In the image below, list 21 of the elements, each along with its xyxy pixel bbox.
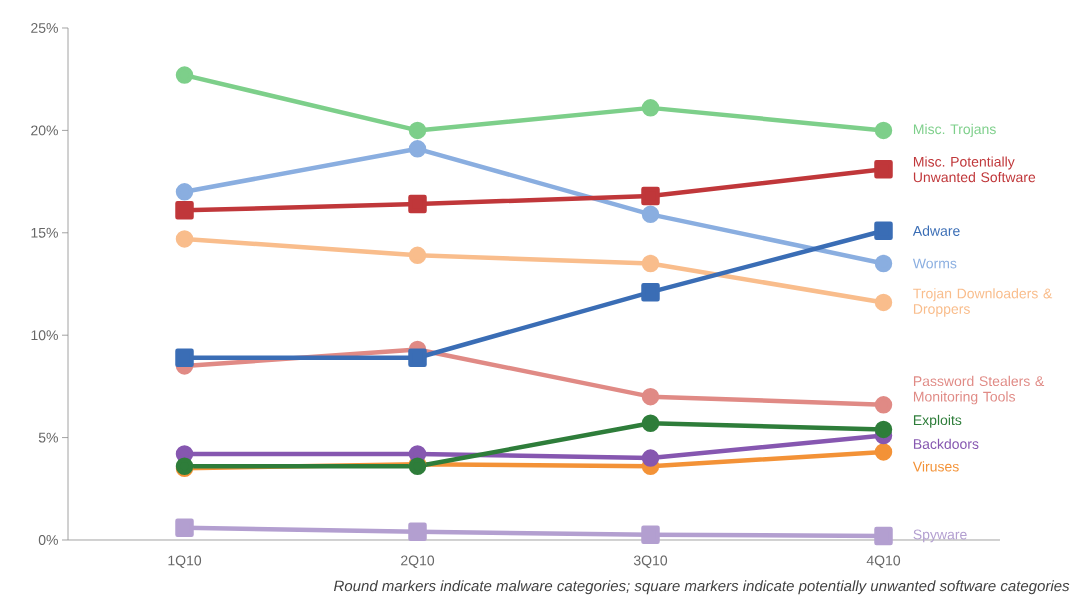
series-label: Misc. Potentially Unwanted Software [913, 156, 1036, 183]
series-label: Viruses [912, 461, 959, 472]
y-tick-label: 0% [38, 535, 58, 545]
series-label: Trojan Downloaders & Droppers [913, 288, 1053, 317]
y-tick-label: 5% [38, 432, 58, 443]
x-tick-label: 2Q10 [401, 555, 435, 568]
x-tick-label: 1Q10 [168, 555, 202, 568]
x-tick-label: 4Q10 [866, 555, 901, 568]
series-label: Password Stealers & Monitoring Tools [913, 375, 1045, 405]
series-label: Adware [912, 225, 960, 236]
x-tick-label: 3Q10 [633, 555, 668, 568]
y-tick-label: 15% [31, 227, 58, 238]
series-label: Worms [912, 258, 957, 269]
y-tick-label: 20% [31, 125, 58, 136]
series-label: Exploits [913, 414, 962, 428]
series-label: Spyware [913, 529, 967, 543]
y-tick-label: 25% [31, 23, 58, 33]
y-tick-label: 10% [31, 330, 58, 341]
text: Round markers indicate malware categories; square markers indicate potentially unwanted software categories [333, 580, 1070, 595]
series-label: Backdoors [913, 438, 979, 450]
series-label: Misc. Trojans [913, 123, 996, 137]
